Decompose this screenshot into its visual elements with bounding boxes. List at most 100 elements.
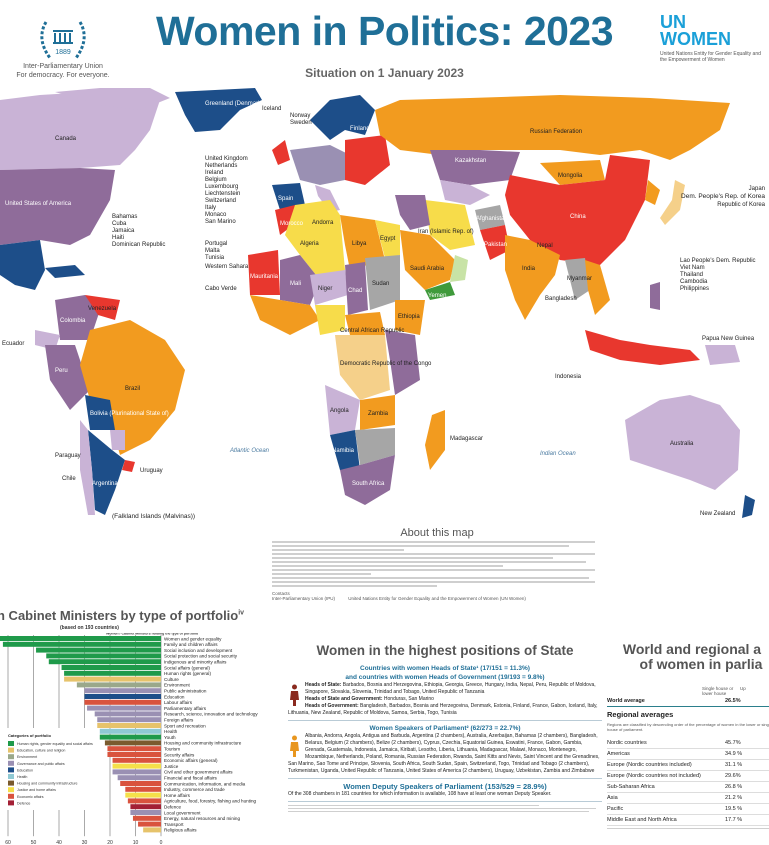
footnote-line	[288, 808, 596, 809]
region-name: Nordic countries	[607, 740, 647, 746]
about-text-line	[272, 561, 586, 563]
legend-label: Defence	[17, 801, 30, 805]
country-egypt	[375, 220, 400, 258]
bar	[125, 786, 161, 792]
label-uruguay: Uruguay	[140, 468, 163, 474]
label-namibia: Namibia	[332, 448, 355, 454]
country-ethiopia	[395, 300, 425, 335]
country-peru	[45, 345, 90, 410]
label-mongolia: Mongolia	[558, 173, 583, 179]
bar	[112, 763, 161, 769]
label-atlantic-ocean: Atlantic Ocean	[229, 448, 270, 454]
contact-unwomen: United Nations Entity for Gender Equalit…	[348, 596, 526, 601]
regional-averages-section: World and regional a of women in parlia …	[607, 642, 769, 831]
bar	[87, 705, 161, 711]
bar	[117, 775, 161, 781]
regional-note: Regions are classified by descending ord…	[607, 722, 769, 732]
country-kazakhstan	[430, 150, 520, 185]
region-value: 19.5 %	[725, 806, 743, 812]
bar	[130, 804, 161, 810]
bar	[76, 682, 161, 688]
legend-label: Economic affairs	[17, 795, 44, 799]
category-label: Labour affairs	[164, 700, 193, 705]
category-label: Energy, natural resources and mining	[164, 816, 240, 821]
regional-row: Sub-Saharan Africa 26.8 %	[607, 782, 769, 793]
ipu-tagline: For democracy. For everyone.	[16, 72, 110, 79]
hos-label: Heads of State:	[305, 682, 342, 688]
divider	[288, 720, 602, 721]
legend-label: Justice and home affairs	[17, 788, 56, 792]
country-venezuela	[85, 295, 120, 320]
label-png: Papua New Guinea	[702, 336, 755, 342]
country-namibia	[330, 430, 360, 470]
bar	[36, 647, 161, 653]
category-label: Housing and community infrastructure	[164, 741, 242, 746]
category-label: Women and gender equality	[164, 636, 222, 641]
label-colombia: Colombia	[60, 318, 86, 324]
about-text-line	[272, 585, 437, 587]
bar	[112, 757, 161, 763]
country-indonesia	[585, 330, 700, 365]
deputy-text: Of the 308 chambers in 181 countries for…	[288, 791, 552, 797]
legend-swatch	[8, 793, 14, 799]
label-andorra: Andorra	[312, 220, 334, 226]
category-label: Foreign affairs	[164, 718, 194, 723]
bar	[99, 728, 161, 734]
country-png	[705, 345, 740, 365]
chart-title: Women / Cabinet Ministers holding the ty…	[106, 633, 198, 636]
label-madagascar: Madagascar	[450, 436, 483, 442]
country-yemen	[425, 282, 455, 300]
about-heading: About this map	[400, 527, 474, 539]
legend-swatch	[8, 747, 14, 753]
category-label: Communication, information, and media	[164, 781, 246, 786]
label-haiti: Haiti	[112, 235, 124, 241]
x-tick-label: 60	[5, 840, 11, 845]
regional-heading: Regional averages	[607, 710, 674, 719]
category-label: Human rights (general)	[164, 671, 211, 676]
label-malta: Malta	[205, 248, 220, 254]
world-label: World average	[607, 698, 645, 704]
bar	[99, 734, 161, 740]
category-label: Tourism	[164, 747, 180, 752]
region-name: Europe (Nordic countries included)	[607, 762, 692, 768]
category-label: Social protection and social security	[164, 654, 238, 659]
country-usa	[0, 168, 115, 245]
x-tick-label: 30	[82, 840, 88, 845]
highest-title: Women in the highest positions of State	[316, 643, 574, 658]
country-chile	[80, 420, 95, 515]
country-cuba	[45, 265, 85, 278]
label-lao: Lao People's Dem. Republic	[680, 258, 756, 264]
country-colombia	[55, 295, 100, 340]
x-tick-label: 0	[160, 840, 163, 845]
legend-swatch	[8, 787, 14, 793]
hog-list: Bangladesh, Barbados, Bosnia and Herzego…	[288, 703, 598, 716]
label-argentina: Argentina	[92, 481, 118, 487]
category-label: Youth	[164, 735, 176, 740]
label-usa: United States of America	[5, 201, 72, 207]
label-ireland: Ireland	[205, 170, 223, 176]
label-venezuela: Venezuela	[88, 306, 117, 312]
label-niger: Niger	[318, 286, 332, 292]
country-greenland	[175, 88, 262, 132]
legend-label: Housing and community infrastructure	[17, 782, 78, 786]
country-niger	[310, 270, 348, 305]
label-japan: Japan	[749, 186, 765, 192]
country-oman	[450, 255, 468, 282]
regional-row: Pacific 19.5 %	[607, 804, 769, 815]
cabinet-title: n Cabinet Ministers by type of portfolio…	[0, 608, 244, 623]
category-label: Transport	[164, 822, 184, 827]
contact-ipu: Inter-Parliamentary Union (IPU)	[272, 596, 336, 601]
about-text-line	[272, 553, 596, 555]
label-peru: Peru	[55, 368, 68, 374]
region-value: 45.7%	[725, 740, 741, 746]
label-russia: Russian Federation	[530, 129, 582, 135]
hos-list: Barbados, Bosnia and Herzegovina, Ethiop…	[305, 682, 596, 695]
legend-label: Education	[17, 768, 33, 772]
country-central-asia	[440, 180, 490, 205]
country-se-asia	[585, 260, 610, 315]
country-myanmar	[565, 258, 590, 300]
hog-label: Heads of Government:	[305, 703, 359, 709]
region-name: Sub-Saharan Africa	[607, 784, 655, 790]
woman-red-icon	[290, 684, 299, 706]
legend-swatch	[8, 741, 14, 746]
